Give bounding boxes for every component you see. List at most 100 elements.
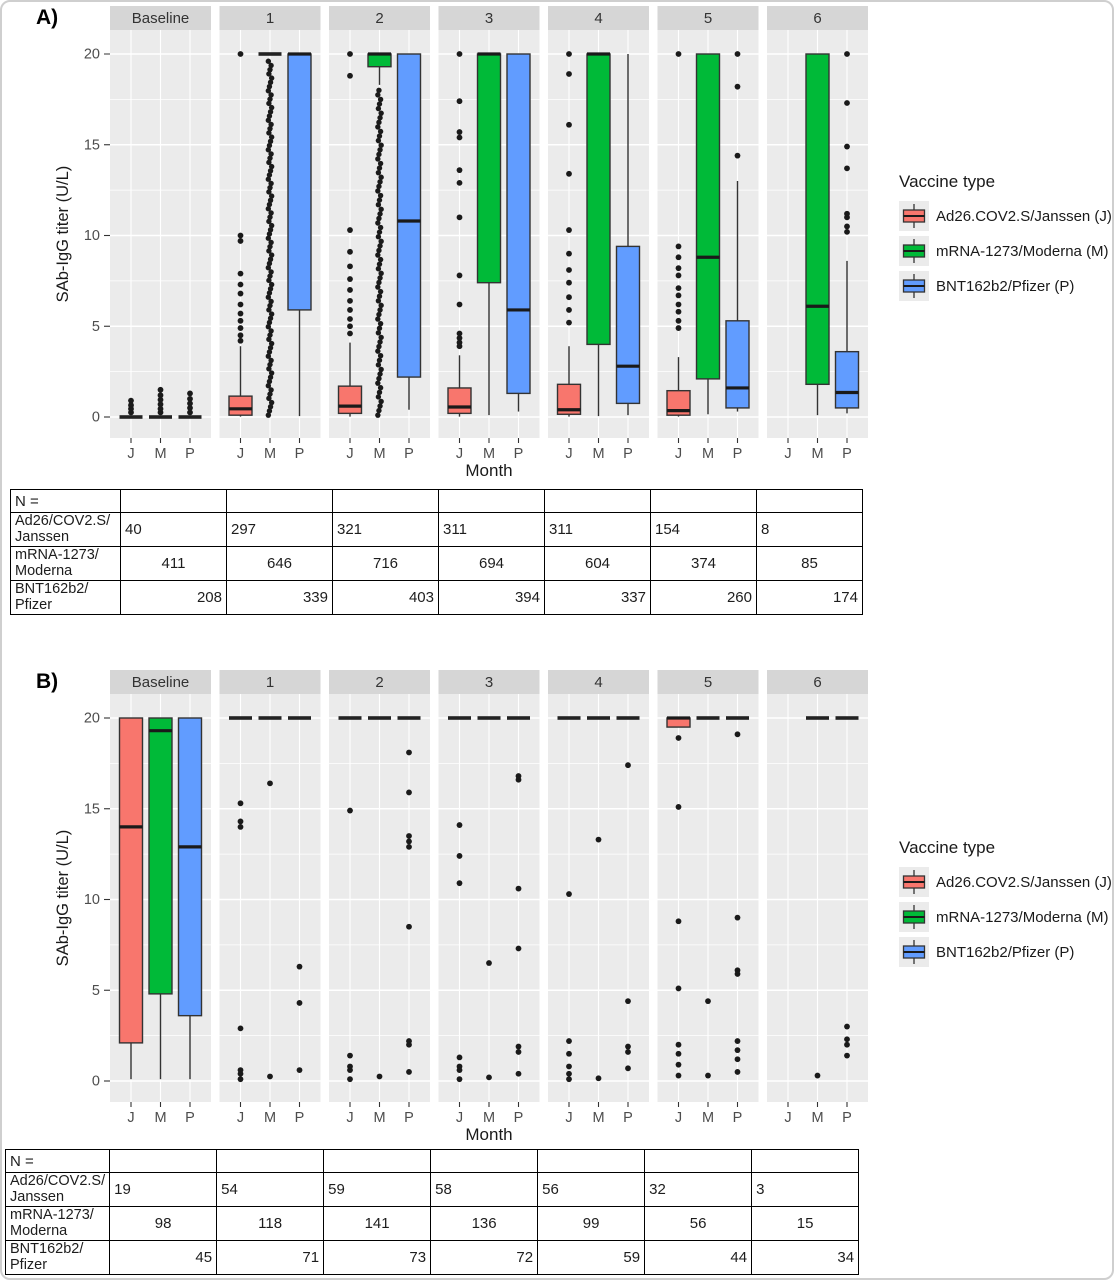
facet-strip [438,670,540,694]
outlier-dot [566,267,572,273]
empty-header-cell [120,489,227,513]
outlier-dot [266,201,273,208]
outlier-dot [734,1047,741,1054]
outlier-dot [268,62,274,69]
outlier-dot [268,298,274,305]
outlier-dot [566,1038,572,1044]
outlier-dot [347,72,353,79]
collapsed-box-dash [368,716,391,720]
outlier-dot [375,316,381,322]
outlier-dot [347,51,353,57]
boxplot-B-4-M [587,716,610,1082]
outlier-dot [375,266,382,272]
collapsed-box-dash [835,716,859,720]
outlier-dot [456,822,463,828]
outlier-dot [456,98,463,105]
outlier-dot [237,270,244,277]
outlier-dot [268,269,274,275]
outlier-dot [347,297,353,304]
outlier-dot [267,273,273,279]
x-tick-label: M [154,446,166,462]
outlier-dot [377,352,384,359]
y-tick-label: 15 [84,137,100,153]
outlier-dot [456,335,463,341]
outlier-dot [375,284,381,290]
boxplot-B-4-J [557,716,581,1083]
x-tick-label: P [295,446,305,462]
outlier-dot [377,403,383,409]
x-tick-label: M [373,1110,385,1126]
facet-strip [329,670,430,694]
legend-items: Ad26.COV2.S/Janssen (J) mRNA-1273/Moderna… [899,201,1112,301]
facet-strip-label: 3 [485,10,493,27]
n-value-cell: 394 [438,580,545,615]
collapsed-box-dash [149,415,172,419]
legend-item-label: BNT162b2/Pfizer (P) [936,277,1075,295]
facet-strip-label: Baseline [132,10,190,27]
outlier-dot [625,1043,631,1050]
outlier-dot [406,923,412,930]
x-axis-title: Month [465,1125,512,1144]
outlier-dot [625,1065,631,1072]
outlier-dot [566,1076,572,1083]
facet-strip [219,670,321,694]
facet-strip [767,6,868,30]
outlier-dot [267,1073,273,1080]
x-tick-label: P [514,446,524,462]
collapsed-box-dash [119,415,143,419]
collapsed-box-dash [338,716,362,720]
outlier-dot [268,134,275,140]
x-tick-label: P [404,1110,414,1126]
n-value-cell: 71 [216,1240,325,1275]
table-row-pfizer: BNT162b2/Pfizer 45 71 73 72 59 44 34 [4,1240,860,1275]
boxplot-A-2-J [337,51,363,417]
boxplot-B-Baseline-M [148,717,173,1080]
box [556,383,582,415]
outlier-dot [267,404,274,410]
outlier-dot [267,96,273,102]
outlier-dot [456,134,463,141]
n-value-cell: 118 [216,1206,325,1241]
legend-title: Vaccine type [899,172,996,191]
x-tick-label: J [675,1110,682,1126]
panel-a-boxplot-chart: A) SAb-IgG titer (U/L) Baseline J M P 1 J M P 2 J M P… [36,6,868,480]
legend-item-label: mRNA-1273/Moderna (M) [936,242,1109,260]
n-value-cell: 98 [109,1206,218,1241]
outlier-dot [566,250,572,257]
n-value-cell: 174 [756,580,863,615]
outlier-dot [265,147,272,153]
n-value-cell: 208 [120,580,227,615]
outlier-dot [566,71,572,77]
x-tick-label: M [811,1110,823,1126]
x-tick-label: J [675,446,682,462]
outlier-dot [406,843,412,850]
outlier-dot [515,945,522,952]
outlier-dot [456,339,463,346]
table-row-moderna: mRNA-1273/Moderna 98 118 141 136 99 56 15 [4,1206,860,1241]
boxplot-A-3-M [476,52,502,416]
x-tick-label: J [456,446,463,462]
outlier-dot [377,371,383,377]
outlier-dot [377,256,384,263]
outlier-dot [187,395,193,402]
outlier-dot [566,1070,572,1077]
boxplot-key-icon [899,902,929,932]
empty-header-cell [430,1149,539,1173]
x-tick-label: J [565,1110,572,1126]
outlier-dot [376,357,383,363]
table-row-moderna: mRNA-1273/Moderna 411 646 716 694 604 374 85 [10,546,863,581]
outlier-dot [266,277,272,284]
outlier-dot [844,143,850,150]
boxplot-key-icon [899,867,929,897]
outlier-dot [267,184,273,191]
x-tick-label: P [623,1110,633,1126]
legend-item-M: mRNA-1273/Moderna (M) [899,902,1112,932]
boxplot-A-6-P [834,51,860,414]
outlier-dot [266,159,272,166]
outlier-dot [157,396,164,403]
outlier-dot [347,807,353,814]
outlier-dot [377,192,384,199]
outlier-dot [486,1074,492,1081]
outlier-dot [675,51,682,57]
outlier-dot [456,272,463,279]
